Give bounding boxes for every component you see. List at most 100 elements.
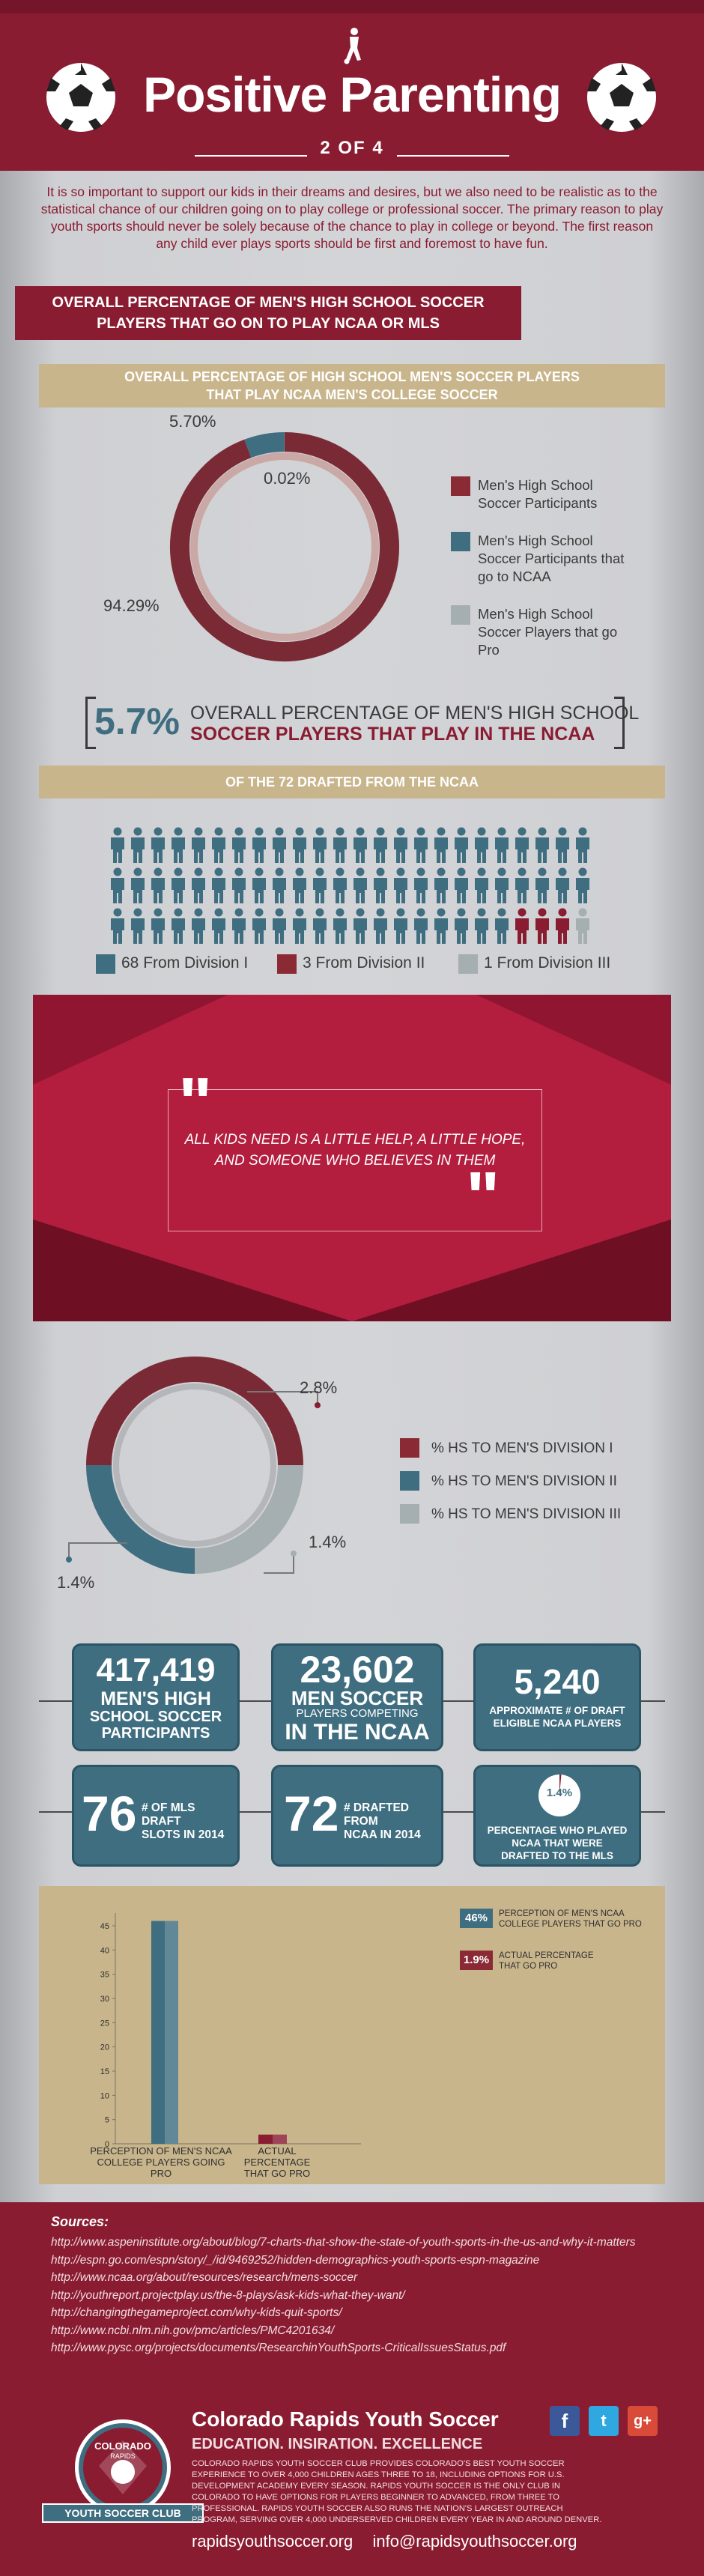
y-tick-label: 15 [100,2067,109,2076]
stat-text-wrap: # DRAFTED FROM NCAA IN 2014 [344,1801,441,1842]
tick-label: PRO [150,2168,172,2179]
google-plus-icon[interactable]: g+ [628,2406,658,2436]
stat-text: MEN'S HIGH [100,1688,211,1709]
person-icon [394,867,407,903]
stat-text-wrap: # OF MLS DRAFT SLOTS IN 2014 [142,1801,237,1842]
quote-panel: " " ALL KIDS NEED IS A LITTLE HELP, A LI… [33,995,671,1321]
org-tagline: EDUCATION. INSIRATION. EXCELLENCE [192,2436,483,2452]
source-link[interactable]: http://www.aspeninstitute.org/about/blog… [51,2236,636,2249]
legend-badge: 1.9% [460,1951,493,1970]
section1-bar: OVERALL PERCENTAGE OF HIGH SCHOOL MEN'S … [39,364,665,407]
source-link[interactable]: http://www.ncbi.nlm.nih.gov/pmc/articles… [51,2324,335,2337]
person-icon [273,867,286,903]
quote-line1: ALL KIDS NEED IS A LITTLE HELP, A LITTLE… [184,1132,526,1148]
legend-text: Men's High School Soccer Participants th… [478,532,673,586]
quote-panel-shapes [33,995,671,1321]
drafted-legend: 68 From Division I 3 From Division II 1 … [96,951,635,977]
person-icon [455,867,468,903]
legend-swatch [451,532,470,551]
club-logo [75,2419,171,2515]
soccer-player-icon [344,28,361,64]
person-icon [576,908,589,944]
stat-box-draft-eligible: 5,240 APPROXIMATE # OF DRAFT ELIGIBLE NC… [473,1643,641,1751]
logo-banner: YOUTH SOCCER CLUB [42,2503,204,2523]
stat-text: # OF MLS DRAFT [142,1801,195,1828]
person-icon [273,908,286,944]
y-tick-label: 30 [100,1995,109,2004]
person-icon [313,908,327,944]
ncaa-percentage: 5.7% [94,700,180,742]
person-icon [374,867,387,903]
legend-swatch [277,954,297,974]
legend-div3: 1 From Division III [484,954,611,972]
person-icon [313,827,327,863]
legend-swatch [400,1438,419,1458]
bar-2-highlight [273,2134,287,2144]
legend-badge: 46% [460,1909,493,1928]
mls-percentage-value: 1.4% [546,1786,573,1799]
stat-text: PLAYERS COMPETING [296,1707,419,1720]
mls-percentage-pie [538,1775,580,1816]
person-icon [111,827,124,863]
source-link[interactable]: http://changingthegameproject.com/why-ki… [51,2306,342,2319]
facebook-icon[interactable]: f [550,2406,580,2436]
y-tick-label: 45 [100,1922,109,1931]
person-icon [313,867,327,903]
person-icon [172,827,185,863]
person-icon [192,867,205,903]
person-icon [374,908,387,944]
section1-label-line1: OVERALL PERCENTAGE OF MEN'S HIGH SCHOOL … [52,294,485,311]
quote-line2: AND SOMEONE WHO BELIEVES IN THEM [214,1153,496,1169]
stat-text: NCAA IN 2014 [344,1828,421,1841]
legend-line: Pro [478,642,500,658]
person-icon [434,908,448,944]
person-icon [212,908,225,944]
desc-line: PROFESSIONAL. RAPIDS YOUTH SOCCER ALSO R… [192,2504,563,2513]
desc-line: EXPERIENCE TO OVER 4,000 CHILDREN AGES T… [192,2470,565,2479]
source-link[interactable]: http://espn.go.com/espn/story/_/id/94692… [51,2253,540,2267]
person-icon [252,908,266,944]
stat-text: DRAFTED TO THE MLS [501,1850,613,1861]
legend-swatch [451,476,470,496]
bracket-left [85,697,96,749]
email-link[interactable]: info@rapidsyouthsoccer.org [372,2532,577,2551]
person-icon [475,867,488,903]
person-icon [111,908,124,944]
source-link[interactable]: http://youthreport.projectplay.us/the-8-… [51,2288,405,2302]
bar-category-1: PERCEPTION OF MEN'S NCAA COLLEGE PLAYERS… [75,2145,247,2179]
section1-bar-line1: OVERALL PERCENTAGE OF HIGH SCHOOL MEN'S … [124,369,580,384]
person-icon [455,908,468,944]
subtitle-rule-right [397,155,509,157]
section1-label-line2: PLAYERS THAT GO ON TO PLAY NCAA OR MLS [97,315,440,332]
y-tick-label: 20 [100,2043,109,2052]
section1-bar-line2: THAT PLAY NCAA MEN'S COLLEGE SOCCER [206,387,498,402]
sources-section: Sources: http://www.aspeninstitute.org/a… [0,2202,704,2395]
donut1-label-hs: 94.29% [103,596,160,615]
donut1-slice-hs [170,432,399,661]
legend-line: go to NCAA [478,569,551,584]
person-icon [535,908,549,944]
logo-text-top: COLORADO [94,2440,151,2452]
bar-2 [258,2134,287,2144]
source-link[interactable]: http://www.ncaa.org/about/resources/rese… [51,2271,358,2284]
person-icon [556,908,569,944]
donut2-slice-div1 [86,1357,303,1466]
twitter-icon[interactable]: t [589,2406,619,2436]
person-icon [131,908,145,944]
soccer-ball-icon-left [46,63,115,132]
person-icon [232,867,246,903]
website-link[interactable]: rapidsyouthsoccer.org [192,2532,353,2551]
stat-number: 76 [82,1786,137,1841]
stat-text: ELIGIBLE NCAA PLAYERS [493,1718,622,1729]
stat-text: PARTICIPANTS [101,1725,210,1742]
contact-line: rapidsyouthsoccer.org info@rapidsyouthso… [192,2532,577,2551]
person-icon [252,867,266,903]
logo-text-mid: RAPIDS [110,2452,136,2460]
stat-box-drafted-ncaa: 72 # DRAFTED FROM NCAA IN 2014 [271,1765,443,1867]
legend-line: PERCEPTION OF MEN'S NCAA [499,1909,625,1918]
legend-line: THAT GO PRO [499,1962,558,1971]
stat-text-wrap: PERCENTAGE WHO PLAYED NCAA THAT WERE DRA… [476,1824,639,1862]
tick-label: COLLEGE PLAYERS GOING [97,2157,225,2168]
donut2-slice-div2 [86,1464,195,1574]
source-link[interactable]: http://www.pysc.org/projects/documents/R… [51,2342,506,2354]
